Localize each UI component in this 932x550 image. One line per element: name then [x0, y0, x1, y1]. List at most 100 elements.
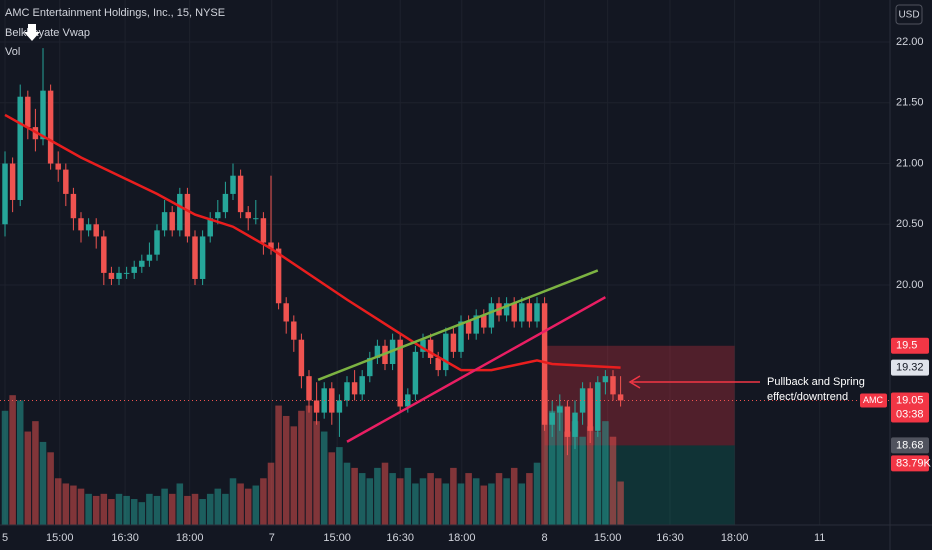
candle-body	[108, 272, 115, 279]
volume-bar	[571, 421, 579, 525]
candle-body	[602, 376, 609, 383]
x-tick-label: 18:00	[721, 532, 749, 544]
volume-bar	[533, 462, 541, 525]
volume-bar	[244, 488, 252, 525]
candle-body	[450, 333, 457, 352]
volume-bar	[32, 421, 39, 525]
x-tick-label: 15:00	[323, 532, 351, 544]
volume-bar	[518, 483, 526, 525]
candle-body	[291, 321, 297, 340]
candle-body	[329, 388, 335, 413]
trendline	[346, 296, 607, 443]
x-tick-label: 16:30	[111, 532, 139, 544]
volume-bar	[374, 467, 381, 525]
candle-body	[397, 339, 403, 407]
volume-bar	[404, 467, 412, 525]
volume-bar	[427, 473, 434, 525]
volume-bar	[92, 495, 100, 525]
volume-bar	[503, 478, 510, 525]
plot	[0, 0, 890, 525]
candle-body	[298, 339, 305, 377]
volume-bar	[556, 405, 564, 525]
x-tick-label: 16:30	[386, 532, 414, 544]
candle-body	[131, 266, 137, 273]
candle-body	[511, 303, 517, 322]
volume-bar	[320, 431, 328, 525]
volume-bar	[222, 493, 229, 525]
volume-bar	[282, 415, 290, 525]
volume-bar	[548, 410, 556, 525]
volume-bar	[153, 495, 161, 525]
candle-body	[579, 388, 586, 413]
x-tick-label: 16:30	[656, 532, 684, 544]
volume-bar	[313, 421, 320, 525]
candle-body	[17, 96, 23, 200]
volume-bar	[594, 431, 602, 525]
volume-bar	[305, 405, 313, 525]
x-tick-label: 15:00	[46, 532, 74, 544]
candle-body	[488, 303, 495, 328]
entry-price-box	[891, 437, 929, 454]
volume-bar	[1, 410, 9, 525]
volume-bar	[161, 488, 168, 525]
candle-body	[154, 230, 160, 255]
stop-price-box	[891, 337, 929, 354]
volume-bar	[510, 467, 518, 525]
chart-title: AMC Entertainment Holdings, Inc., 15, NY…	[5, 7, 225, 19]
volume-bar	[419, 478, 427, 525]
candle-body	[55, 163, 61, 170]
candle-body	[344, 382, 350, 401]
candle-body	[572, 412, 578, 437]
candle-body	[595, 382, 601, 431]
x-tick-label: 15:00	[594, 532, 622, 544]
candle-body	[146, 254, 153, 261]
candle-body	[420, 339, 426, 352]
candle-body	[199, 236, 206, 279]
candle-body	[192, 236, 198, 279]
candle-body	[139, 260, 145, 267]
volume-bar	[586, 426, 594, 525]
candle-body	[283, 303, 289, 322]
last-price-box	[891, 392, 929, 423]
volume-bar	[39, 441, 47, 525]
volume-value: 83.79K	[896, 457, 932, 469]
candle-body	[367, 357, 373, 377]
candle-body	[177, 193, 183, 231]
volume-bar	[450, 467, 457, 525]
symbol-tag: AMC	[863, 395, 884, 405]
volume-bar	[579, 436, 586, 525]
currency-box[interactable]	[895, 4, 923, 25]
y-tick-label: 21.00	[896, 157, 924, 169]
volume-bar	[123, 495, 130, 525]
candle-body	[116, 272, 122, 279]
candle-body	[161, 212, 168, 231]
volume-bar	[617, 481, 624, 525]
candle-body	[617, 394, 624, 401]
y-tick-label: 22.00	[896, 36, 924, 48]
candle-body	[412, 351, 419, 395]
vwap-line	[4, 113, 621, 372]
candle-body	[47, 90, 54, 164]
volume-bar	[260, 478, 267, 525]
candle-body	[526, 303, 533, 322]
volume-bar	[336, 447, 343, 525]
volume-bar	[252, 485, 260, 525]
volume-bar	[62, 483, 70, 525]
candle-body	[374, 345, 381, 358]
symbol-tag-box	[860, 393, 887, 408]
volume-bar	[480, 485, 488, 525]
candle-body	[405, 394, 411, 407]
candle-body	[222, 193, 229, 213]
entry-price: 18.68	[896, 439, 924, 451]
candle-body	[260, 218, 267, 243]
candle-body	[435, 357, 441, 371]
indicator-name: Belkhayate Vwap	[5, 27, 90, 39]
candle-body	[541, 303, 548, 425]
candle-body	[237, 175, 244, 213]
candle-body	[519, 303, 525, 322]
volume-bar	[343, 462, 351, 525]
volume-bar	[442, 483, 450, 525]
volume-bar	[351, 467, 358, 525]
candle-body	[40, 90, 46, 140]
